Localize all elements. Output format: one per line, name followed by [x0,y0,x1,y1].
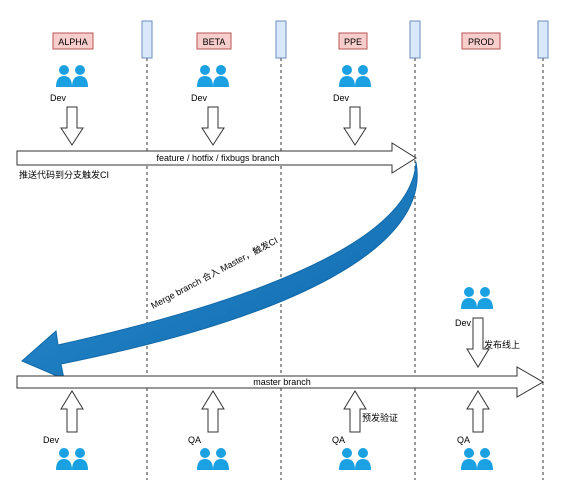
env-label-ppe: PPE [338,32,368,50]
developer-icon [197,65,229,87]
env-label-beta: BETA [196,32,232,50]
bottom-role-label-alpha: Dev [43,435,60,445]
prod-release-note: 发布线上 [484,339,520,350]
top-dev-label-alpha: Dev [50,93,67,103]
prod-developer-icon [461,287,493,309]
master-branch-label: master branch [253,377,311,387]
feature-branch-label: feature / hotfix / fixbugs branch [156,153,279,163]
lane-header-boxes [141,20,549,59]
bottom-role-label-ppe: QA [332,435,345,445]
ppe-verify-note: 预发验证 [362,412,398,423]
tester-icon [197,448,229,470]
feature-branch-arrow [16,142,417,174]
tester-icon [461,448,493,470]
bottom-role-label-beta: QA [188,435,201,445]
feature-branch-note: 推送代码到分支触发CI [19,169,109,180]
master-branch-arrow [16,366,545,398]
release-down-arrow [466,317,490,368]
tester-icon [339,448,371,470]
push-down-arrow [60,106,84,146]
merge-curved-arrow [21,161,418,380]
env-label-text: BETA [203,37,226,47]
lane-box [141,20,153,59]
env-label-text: PPE [344,37,362,47]
env-label-text: PROD [468,37,495,47]
top-dev-label-ppe: Dev [333,93,350,103]
lane-box [537,20,549,59]
deploy-up-arrow [60,390,84,433]
env-label-alpha: ALPHA [52,32,94,50]
lane-separators [146,58,544,480]
bottom-role-label-prod: QA [457,435,470,445]
developer-icon [56,65,88,87]
env-label-prod: PROD [461,32,501,50]
developer-icon [339,65,371,87]
top-dev-label-beta: Dev [191,93,208,103]
push-down-arrow [343,106,367,146]
lane-box [409,20,421,59]
env-label-text: ALPHA [58,37,88,47]
deploy-up-arrow [466,390,490,433]
prod-dev-label: Dev [455,318,472,328]
lane-box [275,20,287,59]
tester-icon [56,448,88,470]
push-down-arrow [201,106,225,146]
deploy-up-arrow [343,390,367,433]
deploy-up-arrow [201,390,225,433]
